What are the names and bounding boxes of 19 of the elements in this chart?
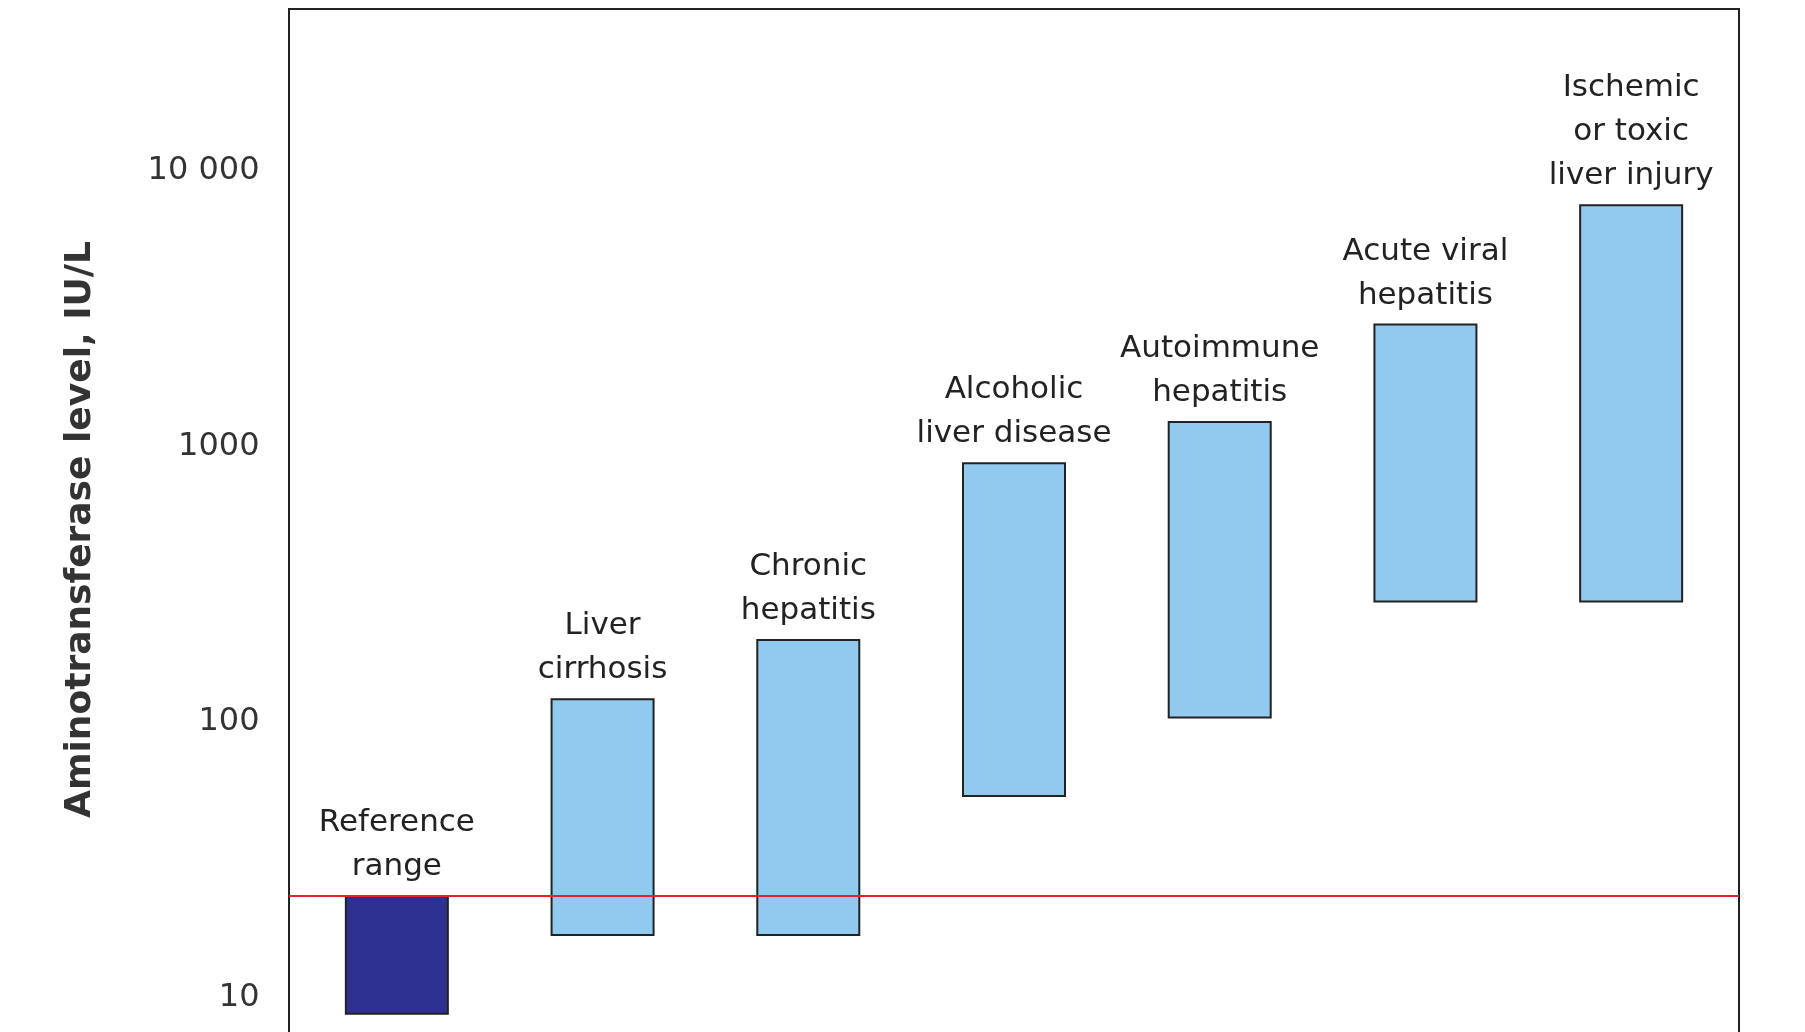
category-label: Autoimmune hepatitis: [1120, 328, 1320, 409]
category-label: Liver cirrhosis: [537, 605, 668, 686]
bar: [1579, 204, 1684, 603]
category-label: Chronic hepatitis: [740, 546, 876, 627]
y-axis-title: Aminotransferase level, IU/L: [56, 241, 98, 818]
bar: [1373, 323, 1478, 603]
bar: [756, 639, 861, 936]
y-tick-label: 100: [198, 700, 260, 739]
y-tick-label: 10 000: [147, 149, 260, 188]
y-tick-label: 10: [218, 976, 260, 1015]
bar: [550, 698, 655, 936]
bar: [344, 894, 449, 1015]
category-label: Ischemic or toxic liver injury: [1548, 67, 1714, 192]
bar: [962, 462, 1066, 797]
category-label: Alcoholic liver disease: [916, 369, 1112, 450]
category-label: Reference range: [318, 801, 475, 882]
bar: [1167, 421, 1272, 719]
y-tick-label: 1000: [178, 424, 260, 463]
category-label: Acute viral hepatitis: [1342, 230, 1509, 311]
